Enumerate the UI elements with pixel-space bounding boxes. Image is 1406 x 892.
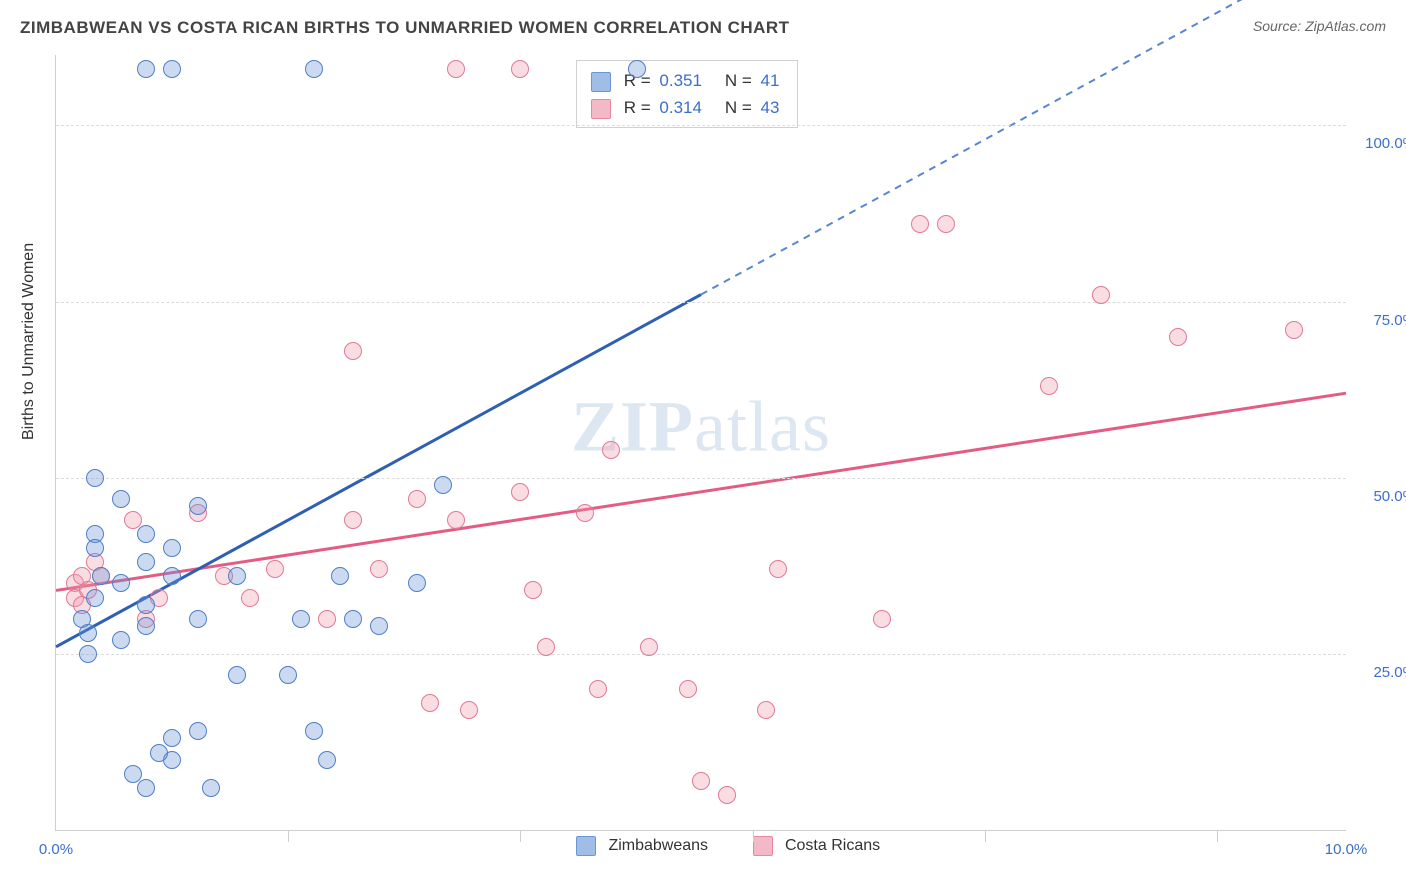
gridline-h	[56, 654, 1346, 655]
scatter-point-series1	[137, 553, 155, 571]
scatter-point-series2	[576, 504, 594, 522]
scatter-point-series2	[511, 483, 529, 501]
legend-item-series2: Costa Ricans	[753, 837, 881, 854]
scatter-point-series1	[331, 567, 349, 585]
gridline-h	[56, 478, 1346, 479]
scatter-point-series2	[511, 60, 529, 78]
scatter-point-series2	[937, 215, 955, 233]
scatter-point-series1	[92, 567, 110, 585]
plot-area: ZIPatlas R = 0.351 N = 41 R = 0.314 N = …	[55, 55, 1346, 831]
gridline-v	[985, 830, 986, 842]
scatter-point-series1	[79, 645, 97, 663]
scatter-point-series2	[318, 610, 336, 628]
stats-legend-box: R = 0.351 N = 41 R = 0.314 N = 43	[576, 60, 798, 128]
scatter-point-series1	[305, 60, 323, 78]
scatter-point-series1	[202, 779, 220, 797]
scatter-point-series1	[112, 631, 130, 649]
y-tick-label: 100.0%	[1356, 135, 1406, 152]
scatter-point-series1	[628, 60, 646, 78]
scatter-point-series2	[640, 638, 658, 656]
scatter-point-series1	[228, 666, 246, 684]
scatter-point-series1	[137, 525, 155, 543]
scatter-point-series2	[589, 680, 607, 698]
scatter-point-series1	[137, 617, 155, 635]
scatter-point-series2	[1092, 286, 1110, 304]
scatter-point-series1	[189, 722, 207, 740]
scatter-point-series1	[318, 751, 336, 769]
gridline-v	[520, 830, 521, 842]
trend-lines	[56, 55, 1346, 830]
scatter-point-series1	[86, 469, 104, 487]
scatter-point-series2	[911, 215, 929, 233]
scatter-point-series1	[305, 722, 323, 740]
scatter-point-series2	[408, 490, 426, 508]
scatter-point-series1	[137, 779, 155, 797]
scatter-point-series2	[1285, 321, 1303, 339]
scatter-point-series2	[344, 342, 362, 360]
scatter-point-series2	[692, 772, 710, 790]
scatter-point-series2	[1169, 328, 1187, 346]
swatch-icon	[591, 99, 611, 119]
bottom-legend: Zimbabweans Costa Ricans	[576, 836, 920, 856]
scatter-point-series2	[679, 680, 697, 698]
y-tick-label: 75.0%	[1356, 312, 1406, 329]
scatter-point-series1	[86, 589, 104, 607]
scatter-point-series2	[524, 581, 542, 599]
gridline-v	[288, 830, 289, 842]
swatch-icon	[753, 836, 773, 856]
scatter-point-series2	[769, 560, 787, 578]
scatter-point-series1	[79, 624, 97, 642]
scatter-point-series1	[370, 617, 388, 635]
scatter-point-series1	[292, 610, 310, 628]
stats-row-series1: R = 0.351 N = 41	[591, 67, 783, 94]
y-tick-label: 25.0%	[1356, 664, 1406, 681]
scatter-point-series1	[163, 567, 181, 585]
scatter-point-series1	[137, 596, 155, 614]
scatter-point-series1	[86, 539, 104, 557]
gridline-v	[753, 830, 754, 842]
scatter-point-series1	[228, 567, 246, 585]
scatter-point-series1	[163, 60, 181, 78]
scatter-point-series2	[1040, 377, 1058, 395]
scatter-point-series1	[189, 610, 207, 628]
scatter-point-series2	[421, 694, 439, 712]
y-axis-label: Births to Unmarried Women	[20, 243, 38, 440]
gridline-h	[56, 302, 1346, 303]
scatter-point-series1	[434, 476, 452, 494]
scatter-point-series1	[279, 666, 297, 684]
scatter-point-series2	[537, 638, 555, 656]
scatter-point-series1	[344, 610, 362, 628]
scatter-point-series1	[408, 574, 426, 592]
scatter-point-series1	[112, 490, 130, 508]
x-tick-label: 10.0%	[1325, 841, 1368, 858]
scatter-point-series2	[602, 441, 620, 459]
scatter-point-series2	[757, 701, 775, 719]
scatter-point-series2	[718, 786, 736, 804]
scatter-point-series1	[112, 574, 130, 592]
scatter-point-series2	[873, 610, 891, 628]
gridline-h	[56, 125, 1346, 126]
chart-title: ZIMBABWEAN VS COSTA RICAN BIRTHS TO UNMA…	[20, 18, 790, 37]
scatter-point-series1	[150, 744, 168, 762]
stats-row-series2: R = 0.314 N = 43	[591, 94, 783, 121]
scatter-point-series1	[189, 497, 207, 515]
scatter-point-series2	[447, 511, 465, 529]
scatter-point-series2	[344, 511, 362, 529]
swatch-icon	[576, 836, 596, 856]
legend-item-series1: Zimbabweans	[576, 837, 713, 854]
scatter-point-series2	[460, 701, 478, 719]
scatter-point-series1	[163, 729, 181, 747]
x-tick-label: 0.0%	[39, 841, 73, 858]
y-tick-label: 50.0%	[1356, 488, 1406, 505]
scatter-point-series2	[241, 589, 259, 607]
source-attribution: Source: ZipAtlas.com	[1253, 18, 1386, 34]
scatter-point-series1	[163, 539, 181, 557]
scatter-point-series2	[266, 560, 284, 578]
gridline-v	[1217, 830, 1218, 842]
scatter-point-series2	[370, 560, 388, 578]
scatter-point-series2	[447, 60, 465, 78]
swatch-icon	[591, 72, 611, 92]
scatter-point-series1	[137, 60, 155, 78]
